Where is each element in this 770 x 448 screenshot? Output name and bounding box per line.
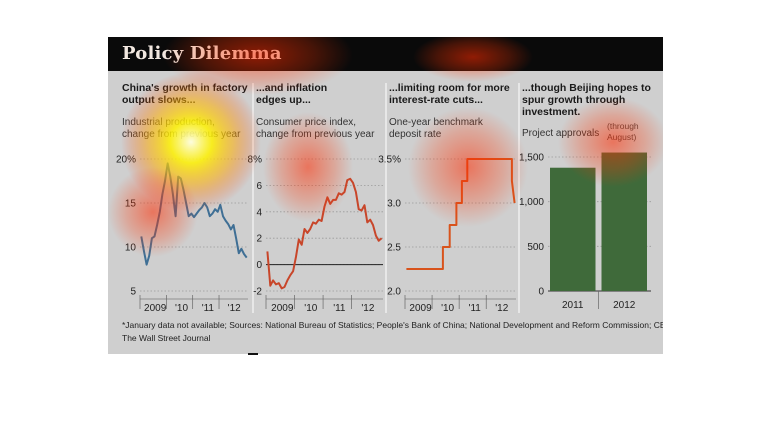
panel-3-title-line: interest-rate cuts... <box>389 94 483 106</box>
x-tick-label: '12 <box>495 303 508 314</box>
x-tick-label: '10 <box>304 303 317 314</box>
y-tick-label: 5 <box>130 287 136 298</box>
panel-3-title-line: ...limiting room for more <box>389 82 510 94</box>
y-tick-label: 2 <box>256 234 262 245</box>
y-tick-label: 0 <box>256 260 262 271</box>
series-line <box>266 177 383 290</box>
x-tick-label: '11 <box>202 303 215 314</box>
footnote: *January data not available; Sources: Na… <box>122 320 663 330</box>
y-tick-label: 4 <box>256 207 262 218</box>
x-tick-label: 2009 <box>271 303 294 314</box>
charts-canvas: 5 10 15 20% 2009 '10 '11 '12 -2 0 2 4 6 8% 2009 '10 '11 '… <box>116 83 651 314</box>
credit: The Wall Street Journal <box>122 333 211 343</box>
y-tick-label: 10 <box>125 243 137 254</box>
x-tick-label: 2012 <box>613 300 636 311</box>
y-tick-label: 6 <box>256 181 262 192</box>
bar <box>601 152 647 291</box>
chart-graphic: Policy Dilemma China's growth in factory… <box>108 37 663 354</box>
series-line <box>140 162 248 266</box>
x-tick-label: '12 <box>361 303 374 314</box>
panel-4-title-line: ...though Beijing hopes to <box>522 82 651 94</box>
x-tick-label: '11 <box>469 303 482 314</box>
x-tick-label: 2009 <box>409 303 432 314</box>
y-tick-label: 8% <box>248 155 263 166</box>
x-tick-label: '11 <box>333 303 346 314</box>
x-tick-label: '10 <box>175 303 188 314</box>
y-tick-label: 3.5% <box>378 155 401 166</box>
y-tick-label: 0 <box>538 287 544 298</box>
panel-2-title-line: edges up... <box>256 94 311 106</box>
y-tick-label: 2.0 <box>387 287 401 298</box>
y-tick-label: 1,000 <box>519 197 544 208</box>
y-tick-label: 1,500 <box>519 153 544 164</box>
x-tick-label: '12 <box>228 303 241 314</box>
y-tick-label: 3.0 <box>387 199 401 210</box>
x-tick-label: 2009 <box>144 303 167 314</box>
x-tick-label: '10 <box>441 303 454 314</box>
y-tick-label: 20% <box>116 155 136 166</box>
panel-3-title: ...limiting room for more interest-rate … <box>389 82 510 106</box>
y-tick-label: -2 <box>253 287 262 298</box>
text-cursor <box>248 353 258 355</box>
y-tick-label: 15 <box>125 199 137 210</box>
bar <box>550 167 596 291</box>
y-tick-label: 500 <box>527 242 544 253</box>
series-line <box>406 158 516 270</box>
y-tick-label: 2.5 <box>387 243 401 254</box>
x-tick-label: 2011 <box>562 300 584 311</box>
